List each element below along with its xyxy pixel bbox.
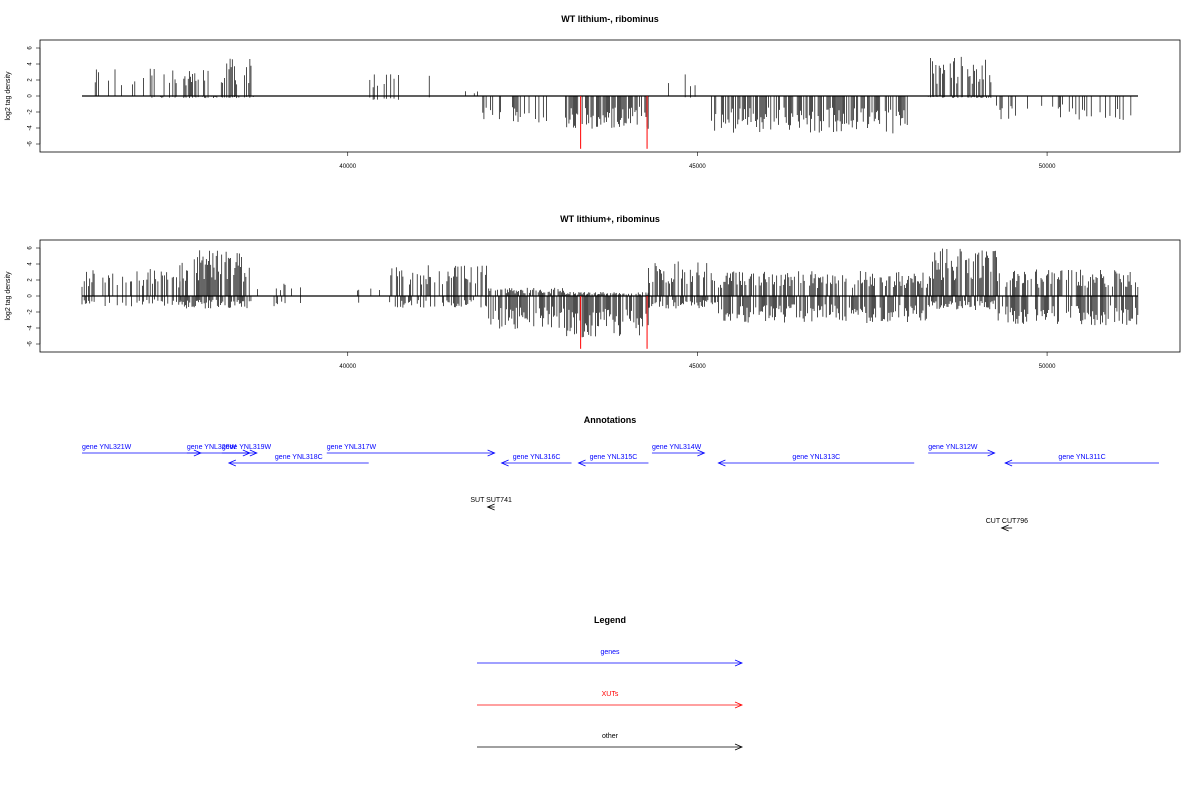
legend-title: Legend [594,615,626,625]
gene-label: gene YNL319W [222,444,272,451]
y-axis-label: log2 tag density [5,71,12,121]
x-tick-label: 50000 [1039,364,1056,370]
y-tick-label: 4 [28,262,34,266]
legend-label: other [602,733,619,740]
density-bars [82,56,1138,149]
x-tick-label: 40000 [339,164,356,170]
y-tick-label: -2 [28,109,34,115]
gene-feature: gene YNL318C [227,454,369,467]
y-tick-label: -4 [28,125,34,131]
legend-label: XUTs [602,691,619,698]
y-tick-label: 2 [28,78,34,82]
legend-label: genes [600,649,620,656]
gene-feature: gene YNL321W [82,444,202,457]
arrow-head [249,449,258,457]
y-tick-label: -2 [28,309,34,315]
other-label: SUT SUT741 [470,497,512,504]
panel-title: WT lithium+, ribominus [560,214,660,224]
x-ticks: 40000 45000 50000 [339,152,1056,170]
gene-label: gene YNL314W [652,444,702,451]
y-tick-label: 0 [28,294,34,298]
other-label: CUT CUT796 [986,518,1028,525]
gene-label: gene YNL311C [1058,454,1105,461]
gene-feature: gene YNL316C [500,454,572,467]
arrow-head [487,449,496,457]
y-ticks: 6 4 2 0 -2 -4 -6 [28,246,41,347]
x-tick-label: 50000 [1039,164,1056,170]
legend-items: genes XUTs other [477,649,744,751]
legend-item: other [477,733,744,751]
y-tick-label: -6 [28,341,34,347]
arrow-head [500,459,509,467]
panel-lithium-minus: WT lithium-, ribominus log2 tag density … [5,14,1181,170]
x-tick-label: 40000 [339,364,356,370]
y-axis-label: log2 tag density [5,271,12,321]
arrow-head [227,459,237,467]
gene-label: gene YNL313C [792,454,840,461]
x-ticks: 40000 45000 50000 [339,352,1056,370]
other-feature: CUT CUT796 [986,518,1028,532]
annotations-title: Annotations [584,415,637,425]
y-tick-label: 6 [28,246,34,250]
x-tick-label: 45000 [689,164,706,170]
gene-label: gene YNL320W [187,444,237,451]
y-tick-label: 6 [28,46,34,50]
arrow-head [987,449,996,457]
arrow-head [1004,459,1013,467]
y-tick-label: 0 [28,94,34,98]
y-tick-label: -4 [28,325,34,331]
arrow-head [577,459,586,467]
arrow-head [486,503,495,511]
gene-feature: gene YNL314W [651,444,706,457]
arrow-head [1000,524,1009,532]
gene-label: gene YNL321W [82,444,132,451]
gene-feature: gene YNL317W [326,444,496,457]
annotations-track: Annotations gene YNL321W gene YNL320Wgene… [82,415,1159,532]
panel-lithium-plus: WT lithium+, ribominus log2 tag density … [5,214,1181,370]
gene-feature: gene YNL312W [928,444,996,457]
gene-label: gene YNL312W [928,444,978,451]
gene-label: gene YNL316C [513,454,561,461]
other-feature: SUT SUT741 [470,497,512,511]
gene-label: gene YNL318C [275,454,323,461]
y-tick-label: 2 [28,278,34,282]
panel-title: WT lithium-, ribominus [561,14,659,24]
y-tick-label: -6 [28,141,34,147]
gene-feature: gene YNL311C [1004,454,1159,467]
gene-feature: gene YNL319W [221,444,272,457]
arrow-head [697,449,706,457]
arrow-head [717,459,726,467]
legend: Legend genes XUTs other [477,615,744,751]
gene-feature: gene YNL313C [717,454,915,467]
legend-item: XUTs [477,691,744,709]
y-ticks: 6 4 2 0 -2 -4 -6 [28,46,41,147]
arrow-head [734,701,744,709]
legend-item: genes [477,649,744,667]
x-tick-label: 45000 [689,364,706,370]
gene-label: gene YNL317W [327,444,377,451]
arrow-head [734,743,744,751]
y-tick-label: 4 [28,62,34,66]
gene-feature: gene YNL315C [577,454,649,467]
gene-label: gene YNL315C [590,454,638,461]
density-bars [81,248,1139,349]
arrow-head [734,659,744,667]
